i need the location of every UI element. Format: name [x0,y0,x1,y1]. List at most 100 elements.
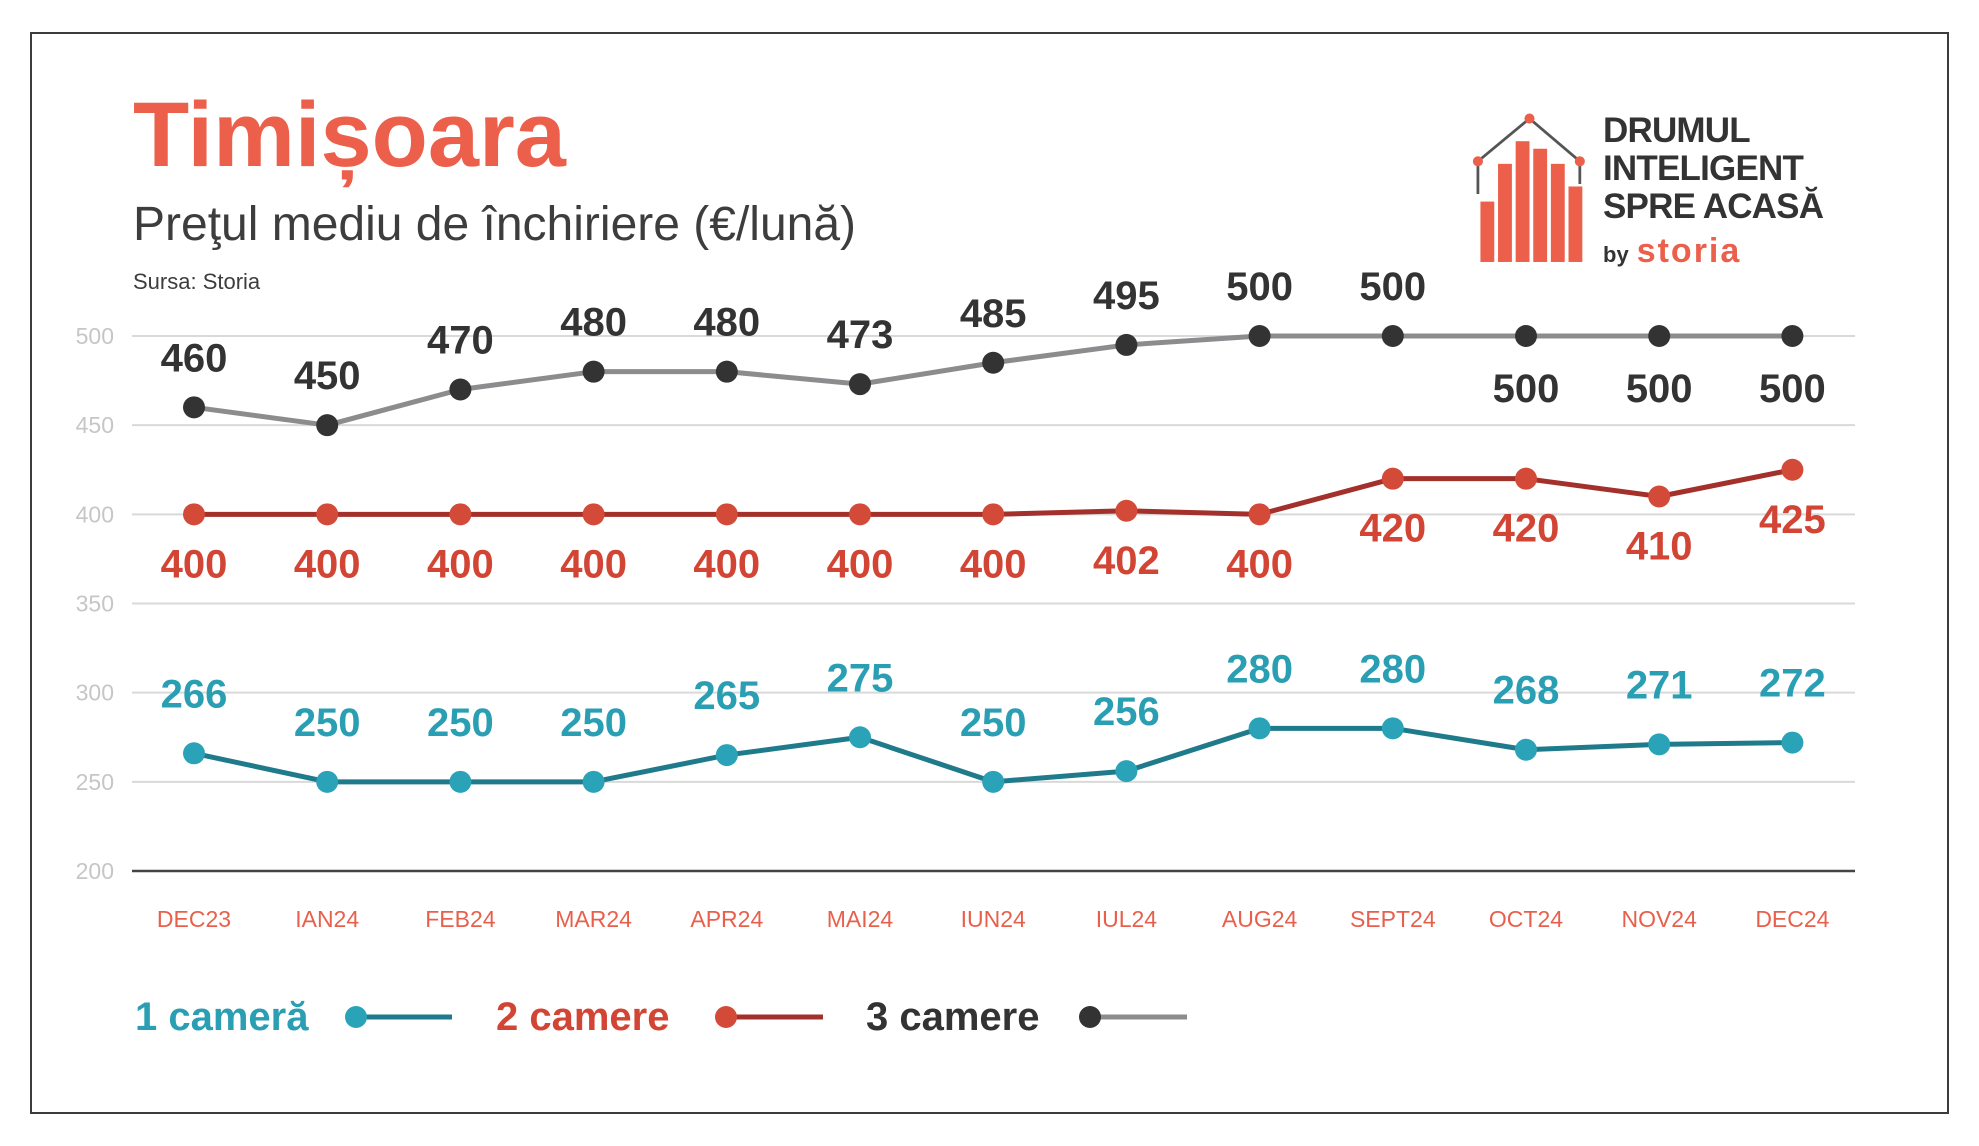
x-tick-label: DEC23 [157,906,231,932]
data-label: 266 [161,672,228,716]
data-point [1648,325,1671,347]
data-point [1115,333,1138,356]
data-label: 400 [161,542,228,586]
legend-label: 2 camere [496,995,669,1039]
logo-line: INTELIGENT [1603,149,1804,188]
data-point [449,378,472,401]
x-tick-label: MAR24 [555,906,632,932]
logo-byline: by storia [1603,232,1741,271]
series-3: 460 450 470 480 480 473 485 495 500 500 500 500 500 [161,265,1826,437]
y-tick-label: 450 [76,412,114,438]
data-label: 460 [161,336,228,380]
data-label: 250 [560,701,627,745]
x-tick-label: MAI24 [827,906,894,932]
series-2: 400 400 400 400 400 400 400 402 400 420 420 410 425 [161,458,1826,586]
data-point [582,503,605,526]
page-title: Timișoara [133,84,566,186]
legend-item: 2 camere [496,995,823,1039]
data-label: 250 [294,701,361,745]
data-point [1381,325,1404,347]
x-tick-label: IUL24 [1096,906,1158,932]
data-label: 450 [294,354,361,398]
data-point [849,726,871,749]
data-label: 256 [1093,690,1160,734]
data-point [183,742,205,765]
data-label: 485 [960,292,1027,336]
data-point [1248,503,1271,526]
legend-label: 3 camere [866,995,1039,1039]
data-label: 500 [1759,367,1826,411]
data-label: 480 [693,301,760,345]
data-point [449,503,472,526]
data-label: 280 [1226,647,1293,691]
data-label: 250 [427,701,494,745]
data-point [1115,499,1138,522]
source-note: Sursa: Storia [133,269,261,294]
y-tick-label: 350 [76,591,114,617]
data-label: 268 [1493,669,1560,713]
data-label: 425 [1759,498,1826,542]
legend-marker [345,1006,367,1028]
data-point [1515,738,1537,761]
data-label: 250 [960,701,1027,745]
data-label: 400 [693,542,760,586]
data-label: 402 [1093,539,1160,583]
data-point [1781,458,1804,481]
data-point [715,360,738,383]
x-tick-label: APR24 [690,906,763,932]
chart-subtitle: Preţul mediu de închiriere (€/lună) [133,198,857,251]
x-tick-label: IAN24 [295,906,359,932]
data-point [183,396,205,419]
data-label: 400 [1226,542,1293,586]
data-point [582,770,605,793]
legend-item: 3 camere [866,995,1187,1039]
data-label: 400 [827,542,894,586]
x-tick-label: DEC24 [1755,906,1829,932]
data-point [1515,325,1537,347]
infographic-frame [30,32,1949,1114]
data-label: 400 [427,542,494,586]
data-point [1248,717,1271,740]
data-label: 271 [1626,663,1693,707]
data-point [1515,467,1537,490]
data-point [1115,760,1138,783]
data-point [449,770,472,793]
data-label: 400 [960,542,1027,586]
data-point [316,770,339,793]
data-point [183,503,205,526]
data-point [849,503,871,526]
data-point [982,503,1005,526]
data-point [582,360,605,383]
data-point [715,744,738,767]
data-point [715,503,738,526]
y-tick-label: 400 [76,501,114,527]
data-label: 265 [693,674,760,718]
logo-by: by [1603,242,1629,267]
data-point [849,373,871,396]
logo-line: DRUMUL [1603,111,1751,150]
data-point [1648,485,1671,508]
y-tick-label: 300 [76,680,114,706]
data-point [982,351,1005,374]
x-tick-label: OCT24 [1489,906,1563,932]
data-point [1781,731,1804,754]
data-label: 470 [427,319,494,363]
data-point [1248,325,1271,347]
legend-label: 1 cameră [135,995,309,1039]
legend-marker [1079,1006,1101,1028]
data-point [1648,733,1671,756]
data-label: 280 [1359,647,1426,691]
logo-brand: storia [1636,232,1742,270]
data-label: 500 [1493,367,1560,411]
data-label: 410 [1626,525,1693,569]
series-1: 266 250 250 250 265 275 250 256 280 280 268 271 272 [161,647,1826,793]
data-label: 480 [560,301,627,345]
y-tick-label: 200 [76,858,114,884]
y-tick-label: 250 [76,769,114,795]
data-point [982,770,1005,793]
data-label: 272 [1759,662,1826,706]
data-point [316,414,339,437]
data-label: 500 [1359,265,1426,309]
data-label: 500 [1626,367,1693,411]
data-point [316,503,339,526]
